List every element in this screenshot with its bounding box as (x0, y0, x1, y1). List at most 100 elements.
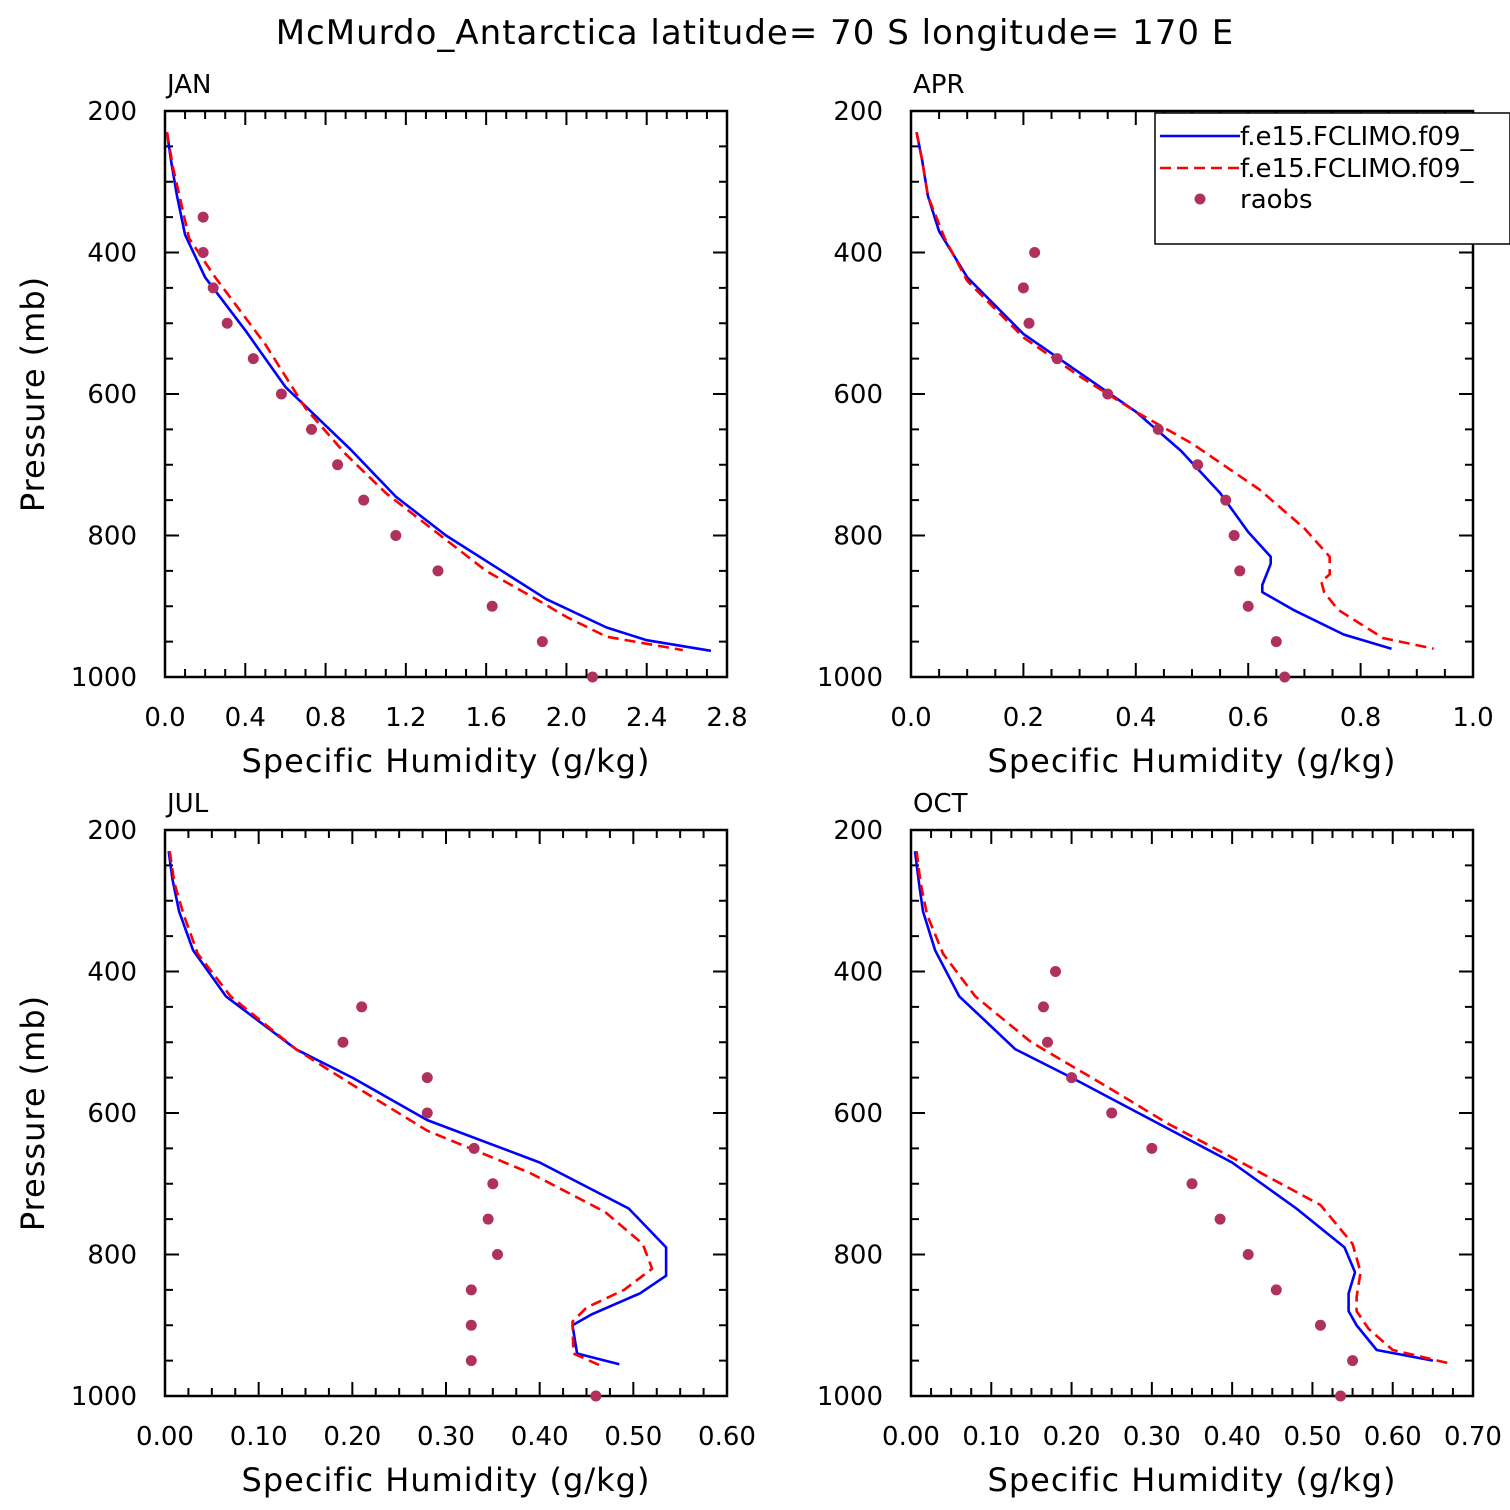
x-tick-label: 0.70 (1444, 1422, 1502, 1452)
y-tick-label: 200 (87, 97, 137, 127)
raobs-point (207, 282, 219, 294)
raobs-point (1050, 966, 1062, 977)
x-tick-label: 0.0 (144, 703, 185, 733)
x-tick-label: 0.00 (136, 1422, 194, 1452)
raobs-point (358, 494, 370, 506)
raobs-point (1066, 1072, 1078, 1084)
y-axis-title: Pressure (mb) (14, 276, 52, 512)
series-line-dashed (165, 131, 684, 652)
y-tick-label: 600 (87, 380, 137, 410)
x-tick-label: 0.30 (1123, 1422, 1181, 1452)
x-tick-label: 1.2 (385, 703, 426, 733)
raobs-point (1051, 353, 1063, 365)
x-tick-label: 0.60 (1364, 1422, 1422, 1452)
series-line-solid (913, 851, 1434, 1362)
raobs-point (1192, 459, 1204, 471)
raobs-point (465, 1355, 477, 1367)
x-tick-label: 0.10 (230, 1422, 288, 1452)
legend-marker-dot (1194, 193, 1206, 205)
x-tick-label: 0.0 (890, 703, 931, 733)
raobs-point (1186, 1178, 1198, 1190)
series-line-solid (915, 131, 1392, 650)
raobs-point (421, 1072, 433, 1084)
plot-frame (163, 109, 729, 679)
raobs-point (1314, 1319, 1326, 1331)
panel-title: OCT (913, 789, 968, 819)
plot-frame (163, 828, 729, 1398)
panel-title: JUL (165, 789, 209, 819)
raobs-point (1234, 565, 1246, 577)
raobs-point (590, 1390, 602, 1402)
legend: f.e15.FCLIMO.f09_f.e15.FCLIMO.f09_raobs (1154, 112, 1510, 245)
raobs-point (247, 353, 259, 365)
x-tick-label: 0.8 (305, 703, 346, 733)
series-line-dashed (168, 851, 654, 1367)
raobs-point (465, 1284, 477, 1296)
figure-title: McMurdo_Antarctica latitude= 70 S longit… (276, 13, 1235, 53)
x-tick-label: 0.8 (1340, 703, 1381, 733)
y-tick-label: 800 (87, 1241, 137, 1271)
raobs-point (337, 1036, 349, 1048)
x-tick-label: 0.40 (511, 1422, 569, 1452)
x-tick-label: 0.20 (1043, 1422, 1101, 1452)
x-tick-label: 0.60 (698, 1422, 756, 1452)
series-line-solid (167, 851, 668, 1366)
raobs-point (1102, 388, 1114, 400)
panel-jan: 0.0 0.4 0.8 1.2 1.6 2.0 2.4 2.8 200 400 600 800 1000… (14, 70, 748, 780)
x-tick-label: 0.50 (1283, 1422, 1341, 1452)
raobs-point (1106, 1107, 1118, 1119)
x-axis-title: Specific Humidity (g/kg) (242, 742, 651, 780)
x-tick-label: 0.10 (962, 1422, 1020, 1452)
raobs-point (432, 565, 444, 577)
raobs-point (275, 388, 287, 400)
raobs-point (1270, 636, 1282, 648)
raobs-point (356, 1001, 368, 1013)
y-tick-label: 400 (87, 958, 137, 988)
raobs-point (1037, 1001, 1049, 1013)
y-tick-label: 400 (833, 958, 883, 988)
raobs-point (390, 530, 402, 541)
x-tick-label: 0.20 (323, 1422, 381, 1452)
raobs-point (1220, 494, 1232, 506)
raobs-point (1279, 671, 1291, 683)
x-tick-label: 1.0 (1452, 703, 1493, 733)
x-tick-label: 0.4 (1115, 703, 1156, 733)
y-tick-label: 800 (87, 522, 137, 552)
x-tick-label: 0.40 (1203, 1422, 1261, 1452)
series-line-dashed (915, 851, 1454, 1366)
raobs-point (1242, 1249, 1254, 1260)
series-line-solid (165, 132, 712, 653)
x-axis-title: Specific Humidity (g/kg) (988, 742, 1397, 780)
y-tick-label: 600 (87, 1099, 137, 1129)
x-tick-label: 2.4 (626, 703, 667, 733)
x-tick-label: 0.6 (1228, 703, 1269, 733)
x-tick-label: 0.2 (1003, 703, 1044, 733)
panel-apr: 0.0 0.2 0.4 0.6 0.8 1.0 200 400 600 800 1000 APR Spe… (817, 70, 1510, 780)
panel-title: APR (913, 70, 965, 100)
raobs-point (1017, 282, 1029, 294)
x-tick-label: 2.8 (706, 703, 747, 733)
x-axis-title: Specific Humidity (g/kg) (242, 1461, 651, 1499)
y-tick-label: 1000 (71, 663, 137, 693)
raobs-point (1041, 1036, 1053, 1048)
raobs-point (332, 459, 344, 471)
y-tick-label: 1000 (71, 1382, 137, 1412)
y-tick-label: 200 (833, 816, 883, 846)
raobs-point (1023, 317, 1035, 329)
raobs-point (465, 1319, 477, 1331)
raobs-point (1228, 530, 1240, 541)
raobs-point (1347, 1355, 1359, 1367)
raobs-point (486, 600, 498, 612)
legend-label: f.e15.FCLIMO.f09_ (1240, 154, 1474, 184)
raobs-point (221, 317, 233, 329)
raobs-point (587, 671, 599, 683)
raobs-point (1270, 1284, 1282, 1296)
y-tick-label: 600 (833, 1099, 883, 1129)
raobs-point (482, 1213, 494, 1225)
x-tick-label: 2.0 (546, 703, 587, 733)
y-tick-label: 400 (87, 239, 137, 269)
raobs-point (421, 1107, 433, 1119)
y-tick-label: 200 (87, 816, 137, 846)
raobs-point (197, 211, 209, 223)
